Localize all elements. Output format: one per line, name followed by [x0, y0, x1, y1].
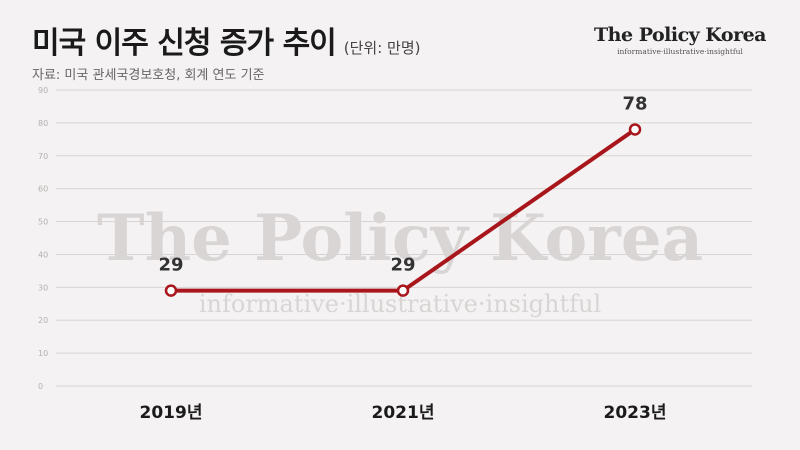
watermark-name: The Policy Korea: [97, 201, 703, 276]
y-tick-label: 30: [38, 283, 48, 292]
y-tick-label: 70: [38, 152, 48, 161]
data-point: [164, 284, 178, 297]
series-layer: 29 29 78: [158, 93, 648, 297]
source-note: 자료: 미국 관세국경보호청, 회계 연도 기준: [32, 68, 265, 83]
y-tick-label: 50: [38, 218, 48, 227]
y-tick-label: 80: [38, 119, 48, 128]
y-tick-label: 10: [38, 349, 48, 358]
x-tick-label: 2023년: [604, 403, 667, 423]
chart-title: 미국 이주 신청 증가 추이: [32, 26, 337, 61]
unit-label: (단위: 만명): [343, 39, 421, 57]
y-tick-label: 90: [38, 86, 48, 95]
data-point: [396, 284, 410, 297]
data-label: 29: [390, 255, 415, 276]
x-tick-label: 2019년: [140, 403, 203, 423]
y-tick-label: 0: [38, 382, 43, 391]
watermark: The Policy Korea informative·illustrativ…: [97, 201, 703, 318]
data-label: 29: [158, 255, 183, 276]
y-tick-label: 40: [38, 250, 48, 259]
brand-logo: The Policy Korea informative·illustrativ…: [594, 24, 766, 56]
x-tick-label: 2021년: [372, 403, 435, 423]
data-point: [628, 123, 642, 136]
y-tick-label: 20: [38, 316, 48, 325]
brand-name: The Policy Korea: [594, 24, 766, 46]
data-label: 78: [622, 93, 647, 114]
title-row: 미국 이주 신청 증가 추이 (단위: 만명): [32, 18, 421, 62]
x-axis: 2019년 2021년 2023년: [140, 403, 667, 423]
brand-tagline: informative·illustrative·insightful: [617, 47, 743, 56]
y-tick-label: 60: [38, 185, 48, 194]
